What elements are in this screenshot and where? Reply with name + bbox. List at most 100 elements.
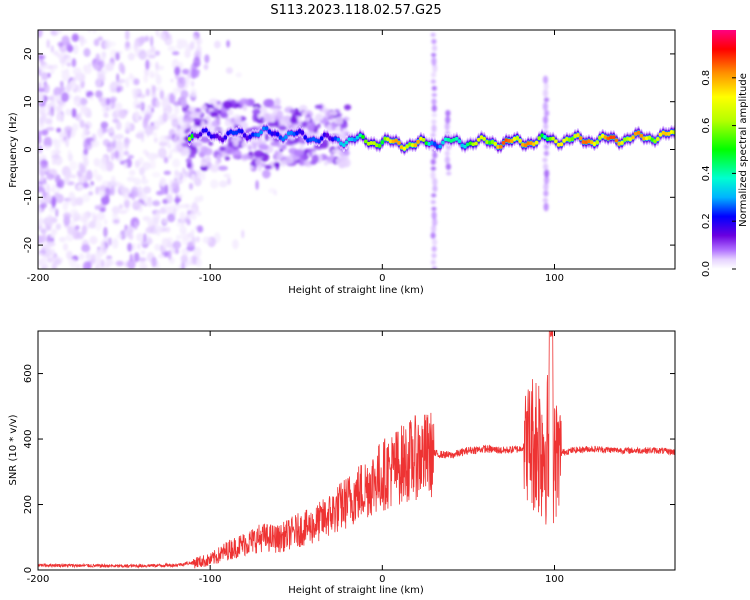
spectrogram-blob bbox=[188, 182, 194, 190]
spectrogram-ridge-cell bbox=[190, 134, 195, 139]
spectrogram-blob bbox=[214, 40, 221, 49]
spectrogram-blob bbox=[65, 250, 73, 260]
spectrogram-streak bbox=[543, 82, 549, 90]
spectrogram-blob bbox=[128, 169, 136, 176]
spectrogram-ridge-cell bbox=[540, 133, 544, 138]
spectrogram-ridge-cell bbox=[372, 141, 376, 146]
x-tick-label: 0 bbox=[379, 574, 385, 585]
spectrogram-blob bbox=[189, 212, 193, 219]
spectrogram-blob bbox=[165, 184, 169, 195]
spectrogram-ridge-cell bbox=[587, 139, 591, 144]
spectrogram-ridge-cell bbox=[314, 138, 319, 143]
spectrogram-ridge-cell bbox=[353, 137, 357, 142]
spectrogram-blob bbox=[39, 176, 45, 182]
spectrogram-blob bbox=[171, 118, 180, 128]
spectrogram-blob bbox=[101, 156, 107, 166]
spectrogram-blob bbox=[242, 155, 253, 160]
spectrogram-blob bbox=[40, 111, 47, 121]
spectrogram-blob bbox=[59, 136, 63, 143]
spectrogram-blob bbox=[106, 147, 115, 152]
x-tick-label: -200 bbox=[27, 273, 50, 284]
spectrogram-blob bbox=[38, 123, 45, 129]
spectrogram-ridge-cell bbox=[229, 129, 233, 134]
spectrogram-blob bbox=[174, 127, 180, 138]
spectrogram-blob bbox=[315, 113, 324, 121]
spectrogram-ridge-cell bbox=[534, 140, 539, 145]
spectrogram-ridge-cell bbox=[526, 141, 531, 146]
spectrogram-ridge-cell bbox=[576, 133, 580, 138]
spectrogram-blob bbox=[140, 250, 146, 255]
spectrogram-blob bbox=[91, 140, 100, 148]
spectrogram-blob bbox=[183, 122, 191, 129]
spectrogram-blob bbox=[119, 203, 123, 210]
snr-marks bbox=[38, 331, 675, 569]
colorbar-tick-label: 0.2 bbox=[701, 213, 712, 229]
spectrogram-blob bbox=[116, 233, 122, 239]
spectrogram-ridge-cell bbox=[218, 136, 222, 141]
spectrogram-ridge-cell bbox=[347, 137, 352, 142]
spectrogram-blob bbox=[152, 46, 156, 53]
spectrogram-blob bbox=[151, 92, 157, 99]
spectrogram-blob bbox=[207, 107, 214, 112]
spectrogram-blob bbox=[175, 248, 179, 255]
spectrogram-blob bbox=[193, 246, 202, 258]
spectrogram-blob bbox=[41, 72, 49, 81]
spectrogram-blob bbox=[183, 43, 190, 50]
spectrogram-blob bbox=[44, 145, 50, 150]
spectrogram-blob bbox=[192, 117, 201, 122]
spectrogram-ridge-cell bbox=[521, 142, 525, 147]
spectrogram-blob bbox=[141, 178, 149, 185]
spectrogram-blob bbox=[77, 231, 84, 240]
spectrogram-y-axis-label: Frequency (Hz) bbox=[8, 112, 19, 188]
spectrogram-blob bbox=[38, 165, 41, 171]
spectrogram-streak bbox=[431, 266, 438, 269]
colorbar-tick-label: 0.6 bbox=[701, 118, 712, 134]
spectrogram-ridge-cell bbox=[620, 140, 624, 145]
spectrogram-ridge-cell bbox=[286, 131, 291, 136]
spectrogram-blob bbox=[82, 38, 87, 44]
spectrogram-blob bbox=[56, 127, 62, 133]
spectrogram-streak bbox=[542, 88, 549, 98]
spectrogram-blob bbox=[123, 150, 130, 156]
colorbar-gradient bbox=[712, 30, 736, 269]
spectrogram-ridge-cell bbox=[295, 131, 299, 136]
spectrogram-blob bbox=[161, 237, 168, 248]
spectrogram-streak bbox=[430, 32, 436, 37]
spectrogram-blob bbox=[194, 196, 201, 203]
spectrogram-blob bbox=[151, 172, 161, 178]
spectrogram-ridge-cell bbox=[342, 143, 346, 148]
spectrogram-blob bbox=[147, 152, 156, 161]
spectrogram-blob bbox=[267, 122, 278, 127]
spectrogram-blob bbox=[38, 206, 42, 218]
spectrogram-blob bbox=[115, 260, 124, 267]
x-tick-label: -100 bbox=[199, 574, 222, 585]
spectrogram-streak bbox=[431, 112, 437, 118]
spectrogram-blob bbox=[124, 192, 129, 201]
spectrogram-ridge-cell bbox=[322, 132, 327, 137]
spectrogram-ridge-cell bbox=[628, 137, 632, 142]
spectrogram-blob bbox=[39, 159, 48, 169]
spectrogram-ridge-cell bbox=[317, 139, 321, 144]
spectrogram-blob bbox=[210, 111, 219, 118]
spectrogram-blob bbox=[160, 246, 167, 253]
spectrogram-blob bbox=[79, 163, 85, 173]
spectrogram-blob bbox=[72, 44, 79, 55]
spectrogram-blob bbox=[50, 228, 58, 235]
spectrogram-ridge-cell bbox=[289, 130, 294, 135]
spectrogram-blob bbox=[38, 130, 42, 141]
spectrogram-blob bbox=[184, 116, 193, 124]
spectrogram-blob bbox=[141, 109, 150, 115]
spectrogram-plot-area bbox=[38, 30, 675, 269]
spectrogram-blob bbox=[68, 153, 73, 162]
spectrogram-blob bbox=[46, 257, 54, 263]
spectrogram-blob bbox=[264, 112, 271, 118]
spectrogram-blob bbox=[77, 112, 82, 123]
spectrogram-ridge-cell bbox=[358, 133, 363, 138]
spectrogram-blob bbox=[166, 39, 173, 45]
spectrogram-blob bbox=[103, 112, 109, 118]
spectrogram-streak bbox=[543, 123, 549, 130]
spectrogram-blob bbox=[344, 117, 350, 121]
spectrogram-blob bbox=[118, 62, 124, 73]
spectrogram-blob bbox=[95, 53, 101, 63]
